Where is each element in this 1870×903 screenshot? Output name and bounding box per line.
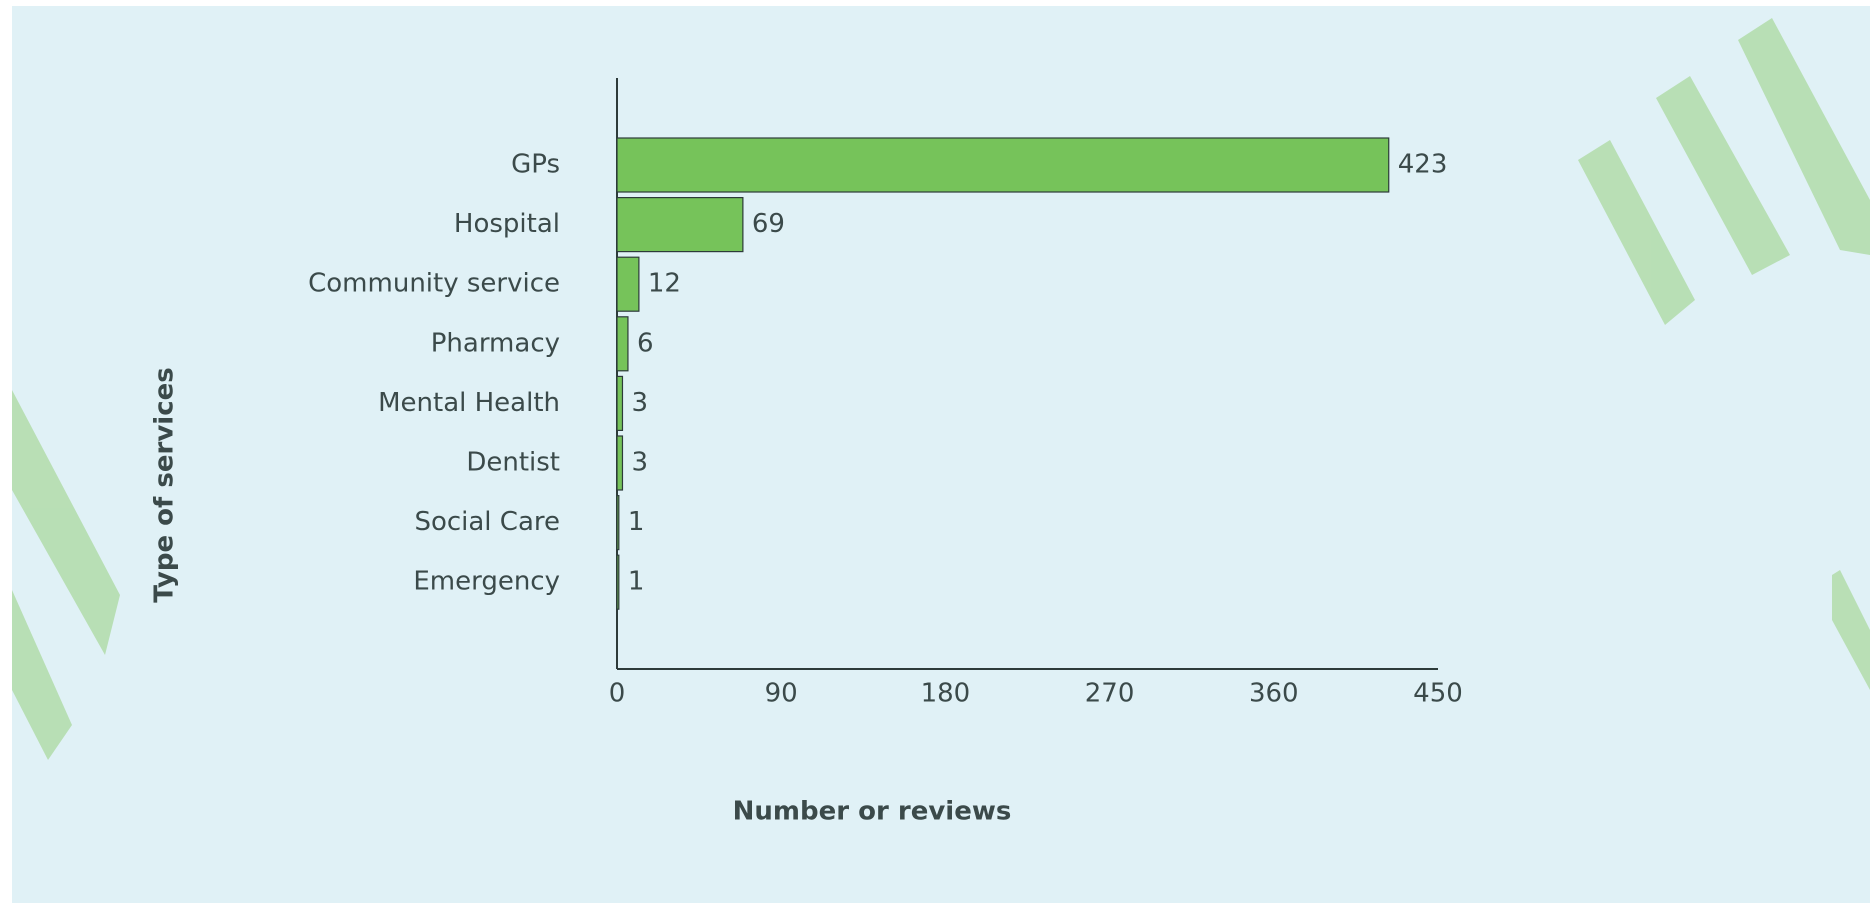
bar <box>616 137 1390 193</box>
bar <box>616 256 640 312</box>
stripe <box>1738 18 1870 255</box>
value-label: 423 <box>1398 150 1448 180</box>
bar <box>616 435 624 491</box>
stripe <box>1832 570 1870 690</box>
y-tick-label: Social Care <box>414 507 560 537</box>
value-label: 3 <box>631 388 648 418</box>
x-tick-label: 0 <box>609 679 626 709</box>
value-label: 12 <box>648 269 681 299</box>
y-axis-label: Type of services <box>150 367 180 602</box>
decoration <box>12 18 1870 760</box>
stripe <box>12 590 72 760</box>
y-tick-label: Community service <box>308 269 560 299</box>
x-tick-label: 90 <box>765 679 798 709</box>
value-label: 69 <box>752 209 785 239</box>
y-tick-label: Hospital <box>454 209 560 239</box>
y-tick-label: GPs <box>511 150 560 180</box>
bar <box>616 316 629 372</box>
stripe <box>1656 76 1790 275</box>
stripe <box>1578 140 1695 325</box>
value-label: 1 <box>628 567 645 597</box>
y-tick-label: Mental Health <box>378 388 560 418</box>
y-tick-label: Emergency <box>413 567 560 597</box>
bar <box>616 197 744 253</box>
x-tick-label: 450 <box>1413 679 1463 709</box>
x-tick-label: 180 <box>921 679 971 709</box>
x-axis-label: Number or reviews <box>733 797 1012 827</box>
x-tick-label: 360 <box>1249 679 1299 709</box>
bar <box>616 554 620 610</box>
bar <box>616 375 624 431</box>
value-label: 6 <box>637 328 654 358</box>
value-label: 1 <box>628 507 645 537</box>
bar <box>616 495 620 551</box>
y-tick-label: Dentist <box>466 448 560 478</box>
value-label: 3 <box>631 448 648 478</box>
stripe <box>12 390 120 655</box>
y-tick-label: Pharmacy <box>431 328 560 358</box>
x-tick-label: 270 <box>1085 679 1135 709</box>
